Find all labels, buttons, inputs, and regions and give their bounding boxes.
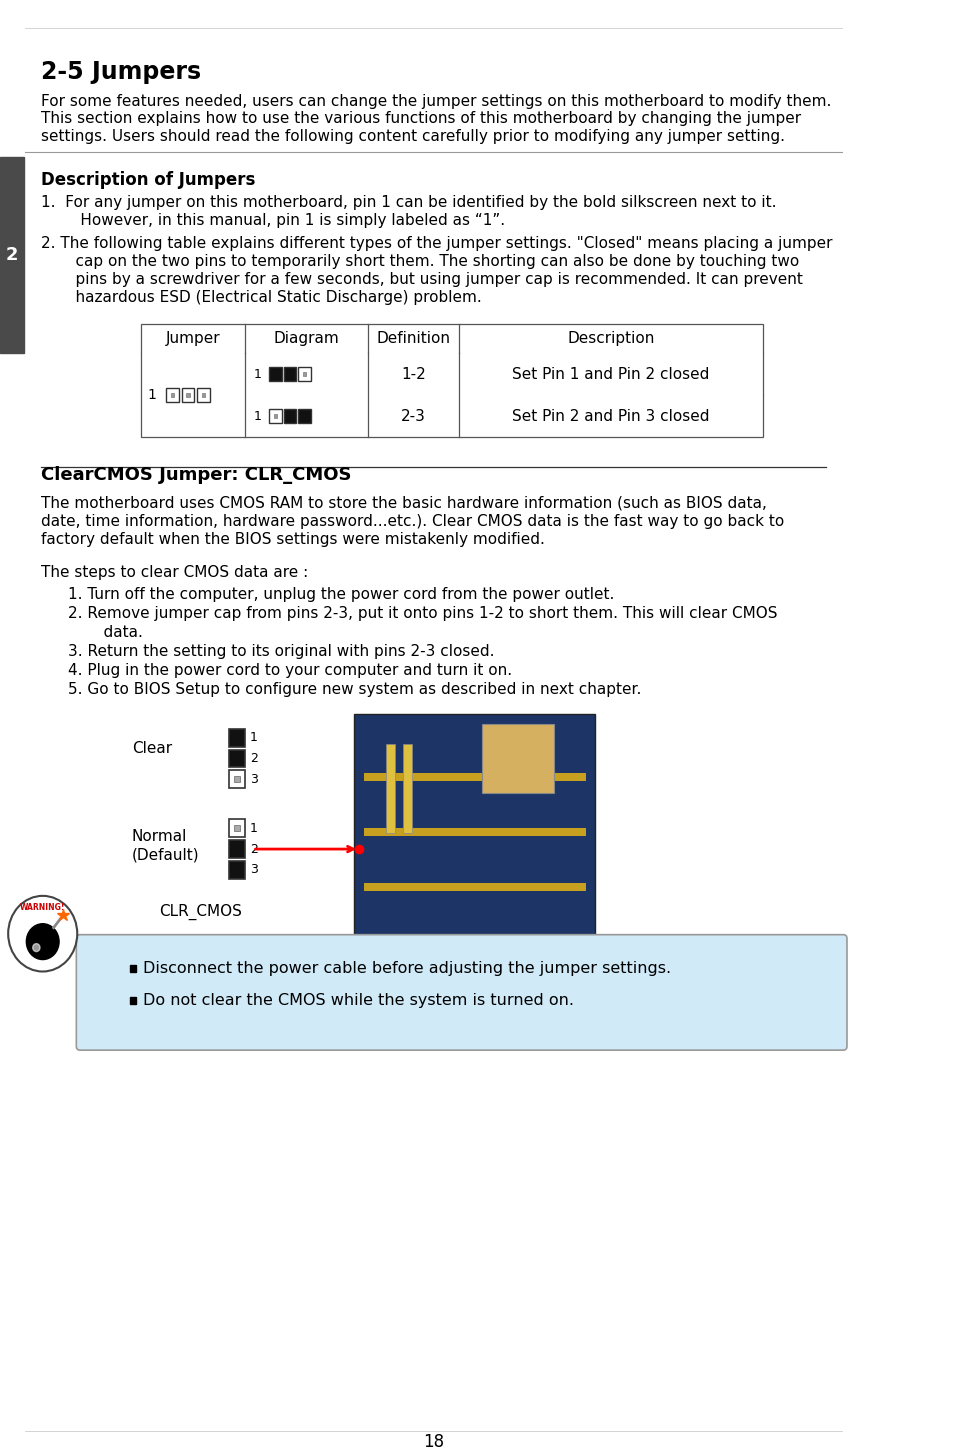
Text: 2: 2	[250, 842, 257, 855]
Bar	[283, 367, 296, 382]
Text: 1: 1	[253, 409, 262, 423]
Bar	[201, 393, 205, 398]
Bar	[481, 723, 554, 793]
FancyBboxPatch shape	[76, 935, 846, 1050]
Text: 1: 1	[250, 732, 257, 743]
Text: 2. The following table explains different types of the jumper settings. "Closed": 2. The following table explains differen…	[41, 235, 832, 251]
Bar	[269, 367, 281, 382]
Text: pins by a screwdriver for a few seconds, but using jumper cap is recommended. It: pins by a screwdriver for a few seconds,…	[56, 272, 802, 286]
Bar	[234, 825, 239, 831]
Bar	[171, 393, 174, 398]
Bar	[229, 841, 245, 858]
Text: CLR_CMOS: CLR_CMOS	[159, 903, 242, 921]
Text: 18: 18	[422, 1433, 443, 1452]
Text: Do not clear the CMOS while the system is turned on.: Do not clear the CMOS while the system i…	[143, 993, 573, 1008]
Text: Clear: Clear	[132, 741, 172, 755]
Text: 3: 3	[250, 864, 257, 877]
Bar	[130, 966, 136, 971]
Text: Description: Description	[567, 331, 654, 346]
Text: For some features needed, users can change the jumper settings on this motherboa: For some features needed, users can chan…	[41, 93, 830, 109]
Text: 5. Go to BIOS Setup to configure new system as described in next chapter.: 5. Go to BIOS Setup to configure new sys…	[68, 682, 640, 697]
Bar	[283, 409, 296, 423]
Text: Description of Jumpers: Description of Jumpers	[41, 171, 255, 189]
Text: 1: 1	[253, 367, 262, 380]
Text: Disconnect the power cable before adjusting the jumper settings.: Disconnect the power cable before adjust…	[143, 961, 670, 976]
Bar	[229, 819, 245, 838]
Circle shape	[32, 944, 40, 951]
Bar	[186, 393, 190, 398]
Bar	[363, 883, 585, 892]
Bar	[182, 388, 194, 402]
Text: Set Pin 2 and Pin 3 closed: Set Pin 2 and Pin 3 closed	[512, 408, 709, 424]
Bar	[302, 372, 306, 376]
Text: 1.  For any jumper on this motherboard, pin 1 can be identified by the bold silk: 1. For any jumper on this motherboard, p…	[41, 195, 776, 211]
Text: hazardous ESD (Electrical Static Discharge) problem.: hazardous ESD (Electrical Static Dischar…	[56, 289, 481, 305]
Text: 3: 3	[250, 772, 257, 786]
Text: This section explains how to use the various functions of this motherboard by ch: This section explains how to use the var…	[41, 112, 801, 126]
Bar	[363, 774, 585, 781]
Bar	[141, 324, 762, 437]
Text: 1-2: 1-2	[400, 367, 425, 382]
Bar	[0, 157, 24, 353]
Text: Normal: Normal	[132, 829, 187, 844]
Text: cap on the two pins to temporarily short them. The shorting can also be done by : cap on the two pins to temporarily short…	[56, 254, 799, 269]
Text: 2: 2	[6, 247, 18, 264]
Bar	[355, 714, 595, 948]
Text: 3. Return the setting to its original with pins 2-3 closed.: 3. Return the setting to its original wi…	[68, 645, 495, 659]
Bar	[386, 743, 395, 833]
Text: Jumper: Jumper	[166, 331, 220, 346]
Text: 1: 1	[147, 388, 156, 402]
Text: settings. Users should read the following content carefully prior to modifying a: settings. Users should read the followin…	[41, 129, 784, 144]
Bar	[229, 749, 245, 768]
Text: 2. Remove jumper cap from pins 2-3, put it onto pins 1-2 to short them. This wil: 2. Remove jumper cap from pins 2-3, put …	[68, 605, 777, 621]
Text: date, time information, hardware password...etc.). Clear CMOS data is the fast w: date, time information, hardware passwor…	[41, 514, 783, 529]
Bar	[229, 771, 245, 788]
Text: factory default when the BIOS settings were mistakenly modified.: factory default when the BIOS settings w…	[41, 531, 544, 546]
Text: 2-3: 2-3	[400, 408, 425, 424]
Text: 1: 1	[250, 822, 257, 835]
Bar	[197, 388, 210, 402]
Text: 4. Plug in the power cord to your computer and turn it on.: 4. Plug in the power cord to your comput…	[68, 664, 512, 678]
Text: Diagram: Diagram	[274, 331, 339, 346]
Text: Definition: Definition	[376, 331, 450, 346]
Bar	[297, 409, 311, 423]
Bar	[229, 861, 245, 878]
Bar	[363, 828, 585, 836]
Bar	[234, 777, 239, 783]
Bar	[297, 367, 311, 382]
Circle shape	[27, 923, 59, 960]
Bar	[402, 743, 412, 833]
Bar	[130, 998, 136, 1003]
Text: data.: data.	[84, 626, 142, 640]
Text: (Default): (Default)	[132, 847, 199, 862]
Text: ClearCMOS Jumper: CLR_CMOS: ClearCMOS Jumper: CLR_CMOS	[41, 466, 351, 484]
Bar	[269, 409, 281, 423]
Bar	[229, 729, 245, 746]
Text: 2-5 Jumpers: 2-5 Jumpers	[41, 60, 201, 84]
Text: The motherboard uses CMOS RAM to store the basic hardware information (such as B: The motherboard uses CMOS RAM to store t…	[41, 495, 766, 511]
Text: 1. Turn off the computer, unplug the power cord from the power outlet.: 1. Turn off the computer, unplug the pow…	[68, 587, 614, 603]
Bar	[166, 388, 179, 402]
Text: However, in this manual, pin 1 is simply labeled as “1”.: However, in this manual, pin 1 is simply…	[56, 213, 505, 228]
Text: WARNING!: WARNING!	[20, 903, 66, 912]
Bar	[274, 414, 277, 418]
Text: 2: 2	[250, 752, 257, 765]
Circle shape	[9, 896, 77, 971]
Text: Set Pin 1 and Pin 2 closed: Set Pin 1 and Pin 2 closed	[512, 367, 709, 382]
Text: The steps to clear CMOS data are :: The steps to clear CMOS data are :	[41, 565, 308, 581]
